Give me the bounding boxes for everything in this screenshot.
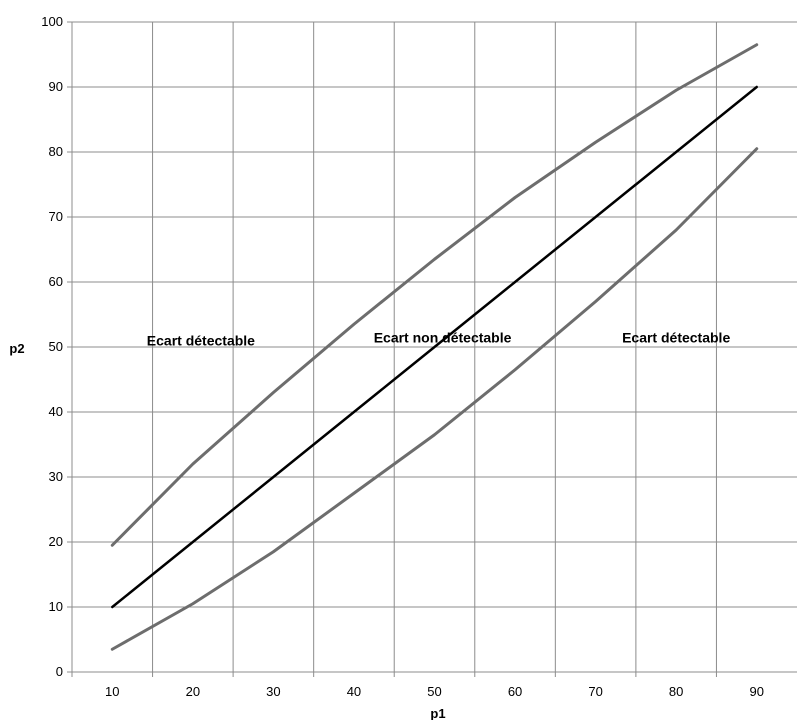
x-tick-label: 40 [347, 684, 361, 699]
x-tick-label: 90 [749, 684, 763, 699]
x-tick-label: 20 [186, 684, 200, 699]
region-label: Ecart détectable [147, 333, 255, 349]
x-tick-label: 30 [266, 684, 280, 699]
y-tick-label: 30 [49, 469, 63, 484]
y-axis-title: p2 [9, 341, 24, 356]
y-tick-label: 80 [49, 144, 63, 159]
y-tick-label: 50 [49, 339, 63, 354]
axes [67, 21, 797, 677]
x-axis-title: p1 [430, 706, 445, 720]
y-tick-label: 10 [49, 599, 63, 614]
series-line-3 [110, 147, 759, 651]
y-tick-label: 70 [49, 209, 63, 224]
x-tick-label: 80 [669, 684, 683, 699]
y-tick-label: 60 [49, 274, 63, 289]
x-tick-label: 60 [508, 684, 522, 699]
x-tick-label: 50 [427, 684, 441, 699]
series-line-1 [110, 43, 759, 547]
series-line-2 [111, 85, 758, 609]
y-tick-label: 100 [41, 14, 63, 29]
series-layer [110, 43, 759, 651]
y-tick-label: 20 [49, 534, 63, 549]
annotations: Ecart détectable Ecart non détectable Ecar… [147, 329, 731, 348]
y-tick-label: 0 [56, 664, 63, 679]
x-tick-label: 70 [588, 684, 602, 699]
y-tick-label: 90 [49, 79, 63, 94]
y-tick-label: 40 [49, 404, 63, 419]
region-label: Ecart détectable [622, 329, 730, 345]
region-label: Ecart non détectable [374, 329, 512, 345]
x-tick-label: 10 [105, 684, 119, 699]
tick-labels: 0 10 20 30 40 50 60 70 80 90 100 10 20 30 40 50 60 70 80 90 [41, 14, 764, 699]
